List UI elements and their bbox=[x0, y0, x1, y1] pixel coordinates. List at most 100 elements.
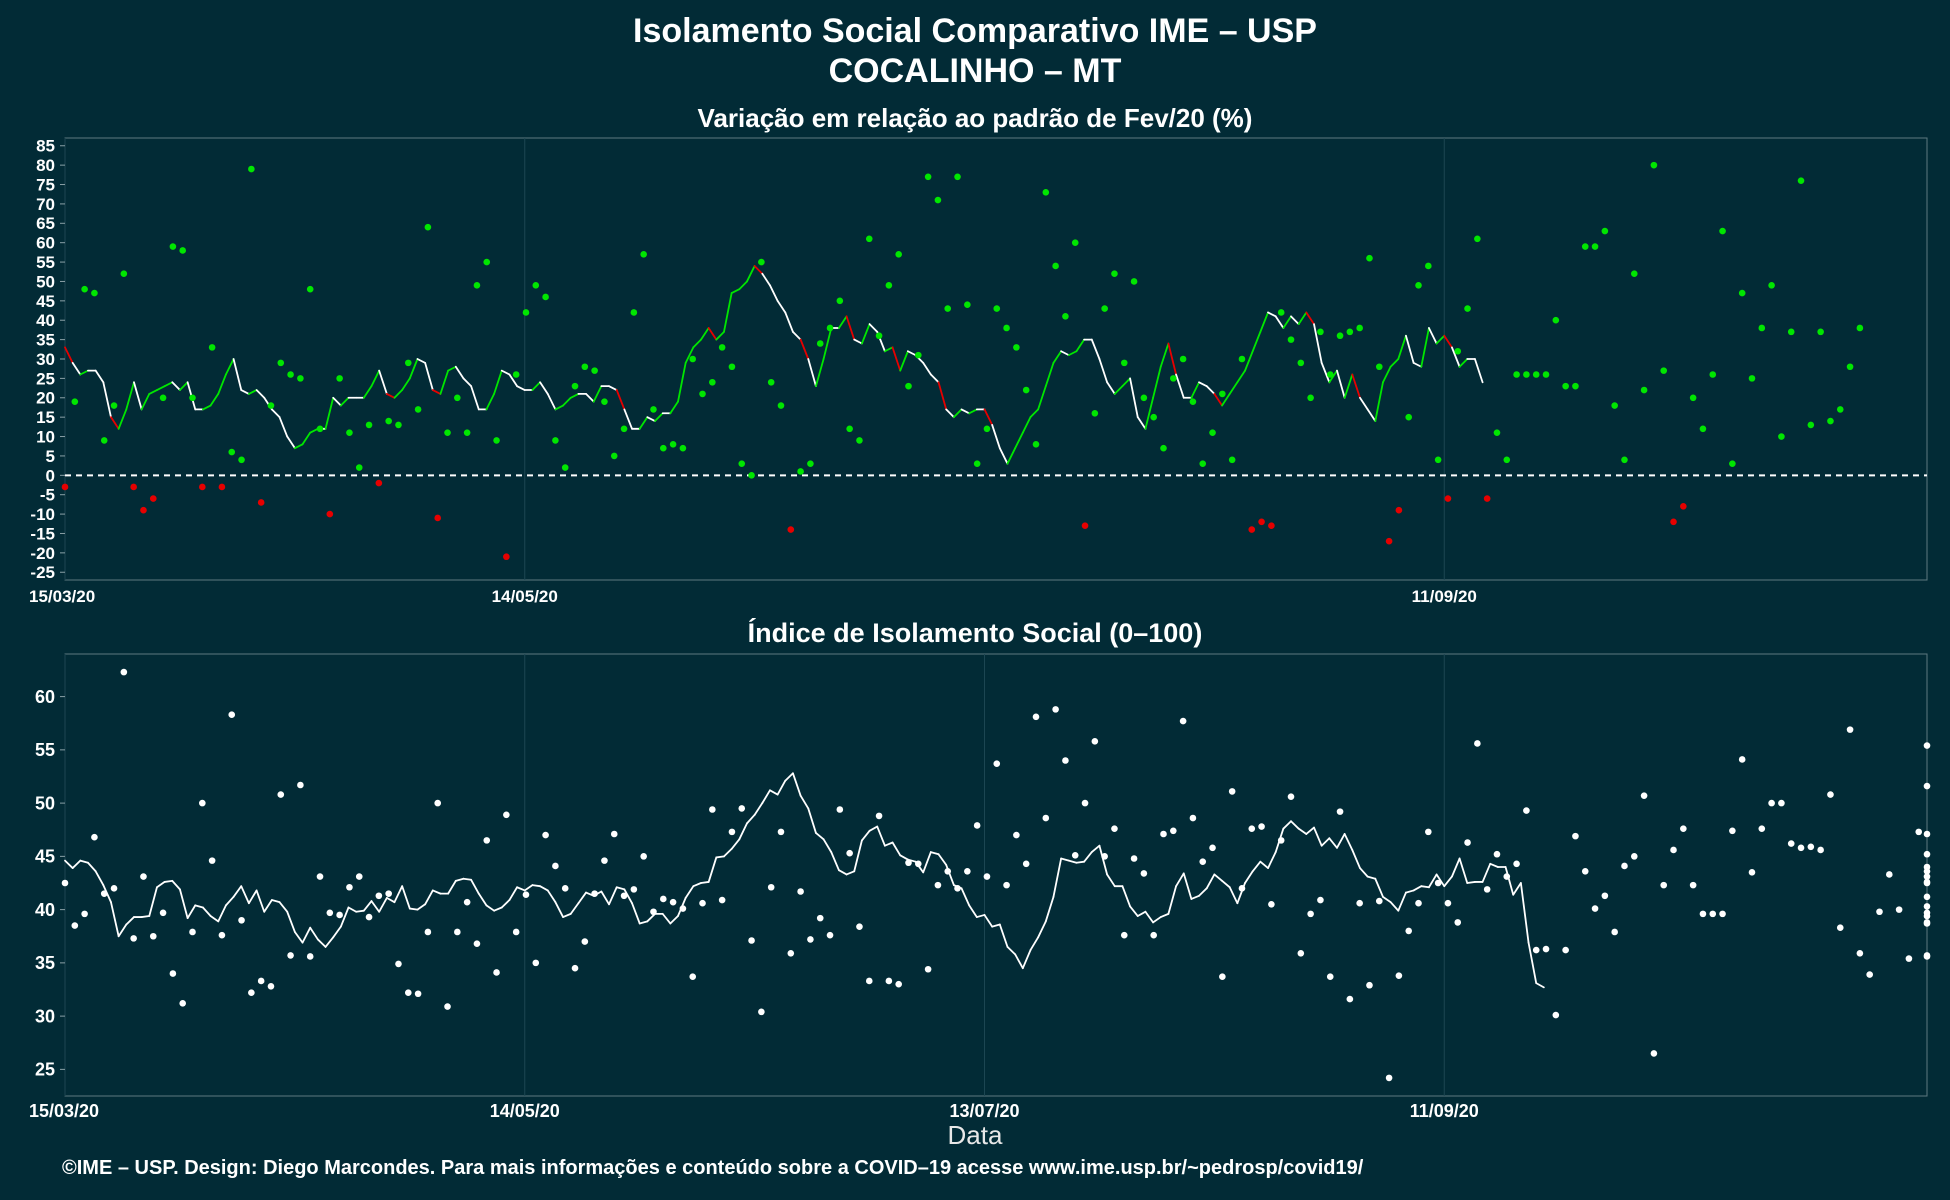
data-point bbox=[944, 305, 952, 312]
trend-segment bbox=[1152, 916, 1162, 924]
y-tick-label: 25 bbox=[35, 1060, 55, 1080]
trend-segment bbox=[562, 912, 572, 918]
data-point bbox=[728, 828, 736, 836]
trend-segment bbox=[493, 906, 503, 912]
data-point bbox=[100, 437, 108, 444]
trend-segment bbox=[133, 381, 143, 411]
data-point bbox=[1866, 971, 1873, 978]
data-point bbox=[1738, 289, 1746, 297]
data-point bbox=[1268, 522, 1275, 530]
data-point bbox=[1640, 792, 1648, 799]
data-point bbox=[1817, 846, 1824, 854]
data-point bbox=[1923, 830, 1931, 838]
x-tick-label: 13/07/20 bbox=[949, 1101, 1019, 1121]
data-point bbox=[767, 883, 775, 891]
data-point bbox=[954, 173, 961, 181]
data-point bbox=[248, 989, 255, 996]
data-point bbox=[179, 247, 186, 254]
data-point bbox=[385, 417, 392, 425]
trend-segment bbox=[1244, 870, 1254, 884]
data-point bbox=[1454, 347, 1462, 355]
trend-segment bbox=[385, 392, 396, 399]
data-point bbox=[1111, 270, 1118, 278]
trend-segment bbox=[1175, 373, 1185, 399]
trend-segment bbox=[1374, 381, 1384, 422]
trend-segment bbox=[140, 915, 151, 918]
data-point bbox=[758, 258, 765, 266]
trend-segment bbox=[125, 916, 135, 926]
data-point bbox=[1277, 837, 1285, 844]
data-point bbox=[1670, 518, 1677, 526]
trend-segment bbox=[983, 408, 994, 426]
data-point bbox=[1062, 757, 1069, 764]
data-point bbox=[915, 351, 922, 359]
trend-segment bbox=[339, 906, 350, 928]
data-point bbox=[689, 355, 697, 363]
data-point bbox=[1709, 910, 1717, 918]
trend-segment bbox=[1213, 873, 1223, 882]
data-point bbox=[924, 965, 932, 973]
y-tick-label: 70 bbox=[36, 195, 55, 214]
trend-segment bbox=[248, 889, 258, 905]
trend-segment bbox=[1067, 350, 1078, 357]
trend-segment bbox=[746, 265, 756, 283]
data-point bbox=[316, 425, 324, 433]
trend-segment bbox=[431, 389, 442, 395]
data-point bbox=[61, 483, 69, 491]
trend-segment bbox=[1412, 885, 1423, 892]
trend-segment bbox=[1435, 873, 1446, 888]
trend-segment bbox=[1029, 936, 1040, 951]
trend-segment bbox=[286, 435, 296, 450]
data-point bbox=[1228, 456, 1236, 464]
trend-segment bbox=[569, 902, 580, 915]
data-point bbox=[81, 910, 88, 918]
trend-segment bbox=[1382, 895, 1392, 904]
data-point bbox=[954, 885, 961, 892]
trend-segment bbox=[1121, 885, 1131, 908]
data-point bbox=[777, 828, 785, 836]
data-point bbox=[120, 668, 128, 676]
data-point bbox=[571, 382, 579, 390]
data-point bbox=[140, 873, 147, 880]
trend-segment bbox=[569, 392, 580, 399]
data-point bbox=[1120, 359, 1128, 367]
data-point bbox=[1542, 371, 1550, 378]
trend-segment bbox=[1443, 334, 1453, 349]
data-point bbox=[71, 922, 79, 929]
data-point bbox=[1778, 799, 1785, 807]
data-point bbox=[552, 437, 559, 444]
data-point bbox=[905, 859, 912, 867]
trend-segment bbox=[1060, 350, 1070, 357]
data-point bbox=[1923, 782, 1931, 790]
trend-segment bbox=[1282, 820, 1292, 830]
data-point bbox=[846, 849, 853, 857]
trend-segment bbox=[1336, 833, 1346, 849]
trend-segment bbox=[784, 772, 794, 782]
trend-segment bbox=[638, 920, 649, 925]
trend-segment bbox=[838, 869, 848, 876]
y-tick-label: 85 bbox=[36, 137, 55, 156]
data-point bbox=[1317, 328, 1324, 336]
data-point bbox=[336, 911, 343, 919]
trend-segment bbox=[1205, 385, 1216, 395]
trend-segment bbox=[1290, 820, 1300, 830]
trend-segment bbox=[194, 904, 204, 909]
x-tick-label: 14/05/20 bbox=[492, 587, 558, 606]
trend-segment bbox=[753, 265, 764, 275]
data-point bbox=[218, 931, 226, 939]
trend-segment bbox=[225, 895, 235, 907]
trend-segment bbox=[562, 396, 572, 407]
trend-segment bbox=[1113, 385, 1124, 395]
data-point bbox=[1199, 460, 1207, 467]
trend-segment bbox=[94, 870, 105, 887]
trend-segment bbox=[1244, 350, 1254, 372]
trend-segment bbox=[370, 369, 381, 388]
data-point bbox=[591, 890, 598, 897]
data-point bbox=[483, 258, 491, 266]
trend-segment bbox=[470, 878, 480, 895]
data-point bbox=[1523, 371, 1530, 378]
trend-segment bbox=[110, 416, 120, 430]
data-point bbox=[1307, 910, 1314, 918]
trend-segment bbox=[117, 923, 128, 938]
trend-segment bbox=[1136, 416, 1147, 430]
